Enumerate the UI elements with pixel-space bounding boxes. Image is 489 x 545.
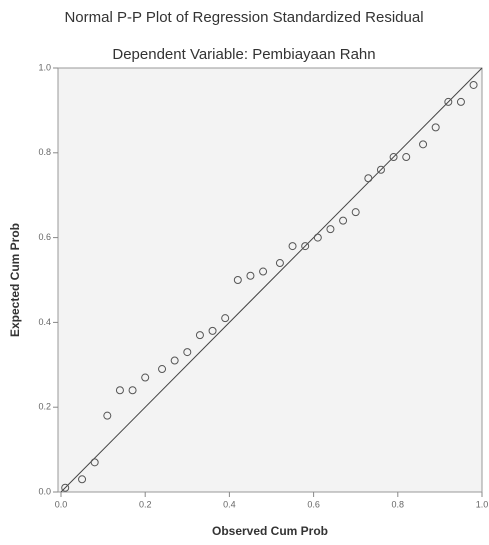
point [259, 267, 268, 276]
point [221, 314, 230, 323]
x-axis-label: Observed Cum Prob [212, 524, 328, 538]
point [431, 123, 440, 132]
point [402, 153, 411, 162]
point [339, 216, 348, 225]
point [326, 225, 335, 234]
point [61, 483, 70, 492]
chart-subtitle: Dependent Variable: Pembiayaan Rahn [112, 46, 375, 63]
point [90, 458, 99, 467]
point [313, 233, 322, 242]
y-tick-label: 0.8 [38, 147, 51, 157]
point [170, 356, 179, 365]
y-tick-label: 0.2 [38, 402, 51, 412]
x-tick-label: 0.4 [223, 499, 236, 509]
point [78, 475, 87, 484]
point [301, 242, 310, 251]
point [141, 373, 150, 382]
point [128, 386, 137, 395]
point [389, 153, 398, 162]
point [103, 411, 112, 420]
x-tick-label: 0.6 [307, 499, 320, 509]
chart-title: Normal P-P Plot of Regression Standardiz… [64, 9, 423, 26]
y-tick-label: 1.0 [38, 62, 51, 72]
x-tick-label: 0.8 [392, 499, 405, 509]
reference-line [60, 67, 483, 493]
point [364, 174, 373, 183]
y-axis-label: Expected Cum Prob [8, 223, 22, 337]
point [376, 165, 385, 174]
x-tick-label: 1.0 [476, 499, 489, 509]
y-tick-label: 0.6 [38, 232, 51, 242]
point [444, 97, 453, 106]
y-tick-label: 0.0 [38, 486, 51, 496]
point [233, 276, 242, 284]
point [158, 365, 167, 374]
point [469, 80, 478, 89]
point [288, 242, 297, 251]
point [351, 208, 360, 217]
x-tick-label: 0.2 [139, 499, 152, 509]
y-tick-label: 0.4 [38, 317, 51, 327]
point [456, 97, 465, 106]
point [183, 348, 192, 357]
point [419, 140, 428, 149]
point [208, 326, 217, 335]
point [195, 331, 204, 340]
point [246, 271, 255, 280]
point [115, 386, 124, 395]
x-tick-label: 0.0 [55, 499, 68, 509]
point [275, 259, 284, 268]
